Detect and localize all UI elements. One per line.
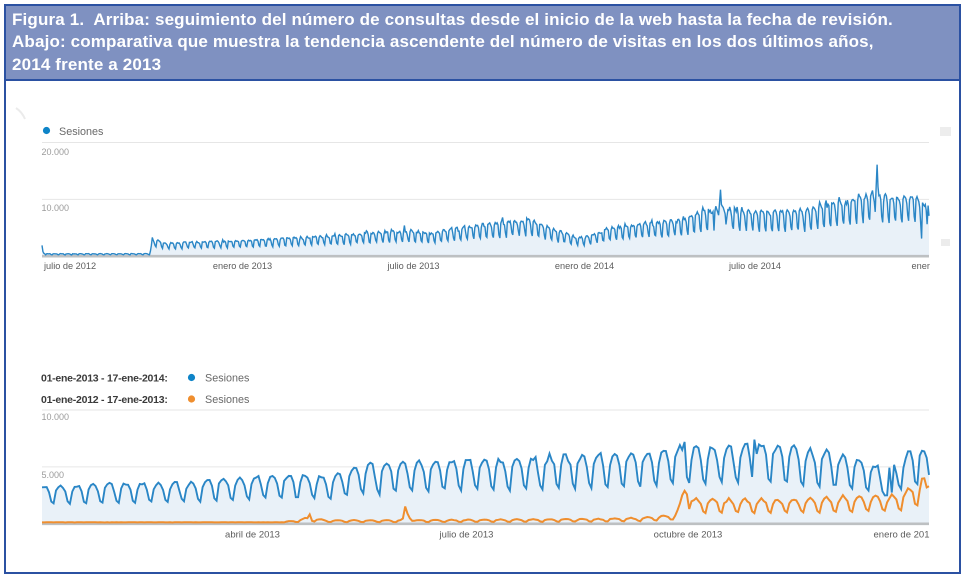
svg-text:10.000: 10.000 (42, 203, 70, 213)
svg-text:Sesiones: Sesiones (205, 373, 250, 385)
svg-text:abril de 2013: abril de 2013 (225, 530, 280, 541)
svg-text:julio de 2014: julio de 2014 (728, 261, 781, 271)
svg-text:Sesiones: Sesiones (59, 126, 104, 138)
svg-text:10.000: 10.000 (42, 412, 70, 422)
svg-text:octubre de 2013: octubre de 2013 (654, 530, 723, 541)
svg-text:enero de 2013: enero de 2013 (213, 261, 272, 271)
svg-text:01-ene-2012 - 17-ene-2013:: 01-ene-2012 - 17-ene-2013: (41, 394, 168, 406)
svg-text:enero de 201: enero de 201 (874, 530, 930, 541)
svg-text:5.000: 5.000 (42, 470, 65, 480)
svg-text:enero de 2014: enero de 2014 (555, 261, 614, 271)
svg-text:julio de 2012: julio de 2012 (43, 261, 96, 271)
svg-text:julio de 2013: julio de 2013 (386, 261, 439, 271)
svg-text:julio de 2013: julio de 2013 (439, 530, 494, 541)
svg-text:20.000: 20.000 (42, 147, 70, 157)
svg-text:Sesiones: Sesiones (205, 394, 250, 406)
svg-text:01-ene-2013 - 17-ene-2014:: 01-ene-2013 - 17-ene-2014: (41, 373, 168, 385)
svg-text:ener: ener (912, 261, 930, 271)
